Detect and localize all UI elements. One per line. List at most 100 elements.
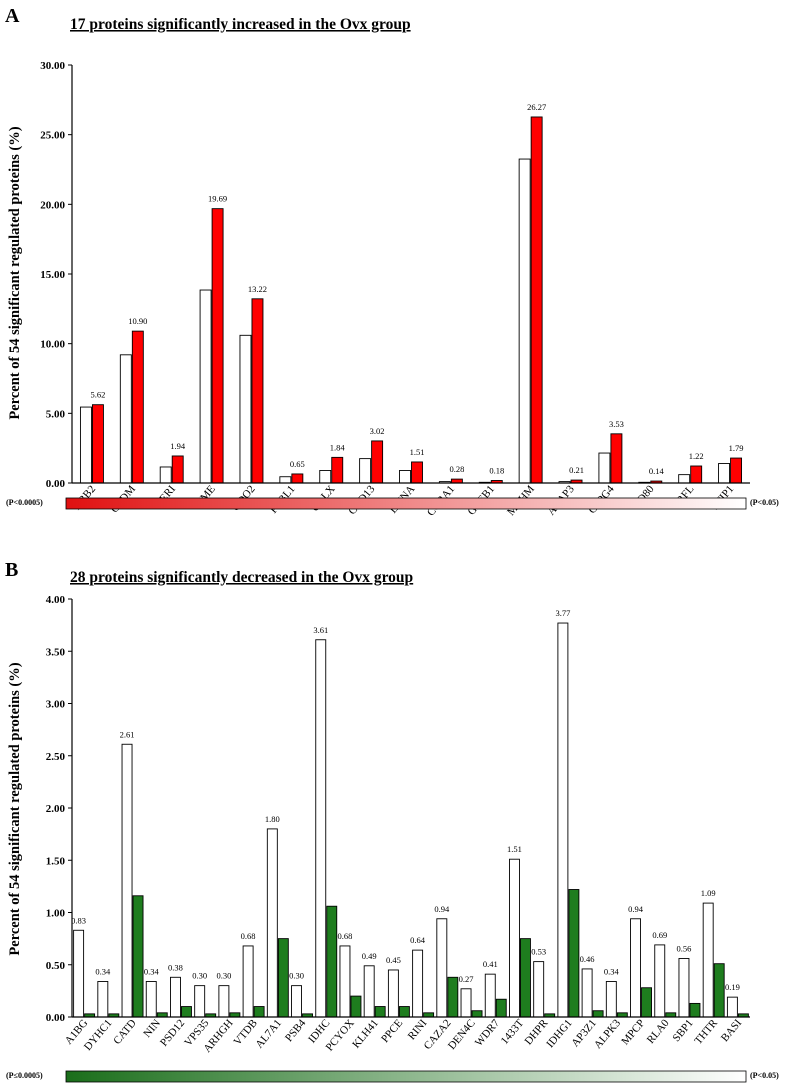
panel-letter-a: A (5, 5, 20, 27)
chart-a-bar-control (678, 474, 691, 484)
chart-a-ytick-label: 30.00 (40, 60, 65, 72)
chart-b-ytick-label: 3.00 (46, 699, 66, 711)
chart-a-data-label: 3.53 (609, 419, 624, 429)
chart-b-bar-control (460, 988, 472, 1018)
chart-b-data-label: 0.19 (725, 982, 740, 992)
chart-a-data-label: 0.21 (569, 465, 584, 475)
chart-b-bar-control (266, 828, 278, 1018)
chart-a-data-label: 1.79 (729, 443, 744, 453)
chart-b-xtick-label: 1433T (499, 1017, 527, 1047)
chart-a-bar-control (399, 470, 411, 484)
chart-b-data-label: 0.94 (628, 904, 644, 914)
chart-a-bar-ovx (291, 473, 304, 484)
chart-b-data-label: 0.83 (71, 915, 86, 925)
chart-b-data-label: 0.30 (192, 971, 207, 981)
chart-a-bar-control (159, 466, 172, 484)
chart-a-ytick-label: 0.00 (46, 478, 66, 490)
chart-b-bar-ovx (132, 895, 144, 1018)
chart-b-bar-control (242, 945, 254, 1018)
chart-b-bar-control (436, 918, 448, 1018)
chart-a-bar-control (319, 470, 332, 484)
chart-b-bar-ovx (326, 905, 338, 1018)
chart-b-bar-ovx (181, 1006, 192, 1018)
chart-b-data-label: 0.53 (531, 947, 546, 957)
chart-b-data-label: 0.94 (434, 904, 450, 914)
chart-b-data-label: 0.34 (604, 966, 620, 976)
chart-b-bar-ovx (398, 1006, 410, 1018)
panel-letter-b: B (5, 559, 18, 581)
chart-b-bar-ovx (713, 963, 725, 1018)
chart-b-bar-control (509, 858, 520, 1018)
gradient-b-bar (65, 1070, 747, 1083)
chart-b-xtick-label: THTR (692, 1017, 720, 1047)
chart-a-data-label: 0.14 (649, 466, 665, 476)
chart-b-data-label: 1.80 (265, 814, 280, 824)
chart-b-xtick-label: NIN (141, 1017, 163, 1040)
chart-a-bar-ovx (730, 457, 743, 484)
chart-a-bar-control (598, 452, 611, 484)
chart-a-data-label: 3.02 (370, 426, 385, 436)
chart-b-xtick-label: MPCP (619, 1017, 647, 1047)
gradient-b-right-label: (P<0.05) (750, 1071, 779, 1080)
chart-a-data-label: 1.84 (330, 442, 346, 452)
chart-b-xtick-label: CATD (111, 1017, 139, 1047)
chart-a-bar-control (279, 476, 292, 484)
chart-b-data-label: 0.68 (241, 931, 256, 941)
chart-b-data-label: 1.09 (701, 888, 716, 898)
chart-a-bar-control (359, 458, 372, 484)
chart-b-ytick-label: 1.00 (46, 908, 66, 920)
chart-b-bar-control (581, 968, 593, 1018)
chart-b-bar-control (145, 981, 157, 1018)
chart-b-bar-control (170, 976, 181, 1018)
chart-b-bar-control (605, 981, 617, 1018)
chart-a-ytick-label: 10.00 (40, 339, 65, 351)
chart-b-xtick-label: PSD12 (158, 1017, 187, 1049)
chart-b-data-label: 0.56 (677, 943, 692, 953)
chart-a-bar-ovx (690, 465, 703, 484)
chart-a-data-label: 26.27 (527, 102, 546, 112)
chart-a-bar-ovx (131, 330, 144, 484)
gradient-a-left-label: (P<0.0005) (6, 498, 43, 507)
chart-b-data-label: 0.27 (459, 974, 474, 984)
chart-b-xtick-label: IDHG1 (544, 1017, 574, 1050)
chart-b-data-label: 3.77 (555, 608, 570, 618)
chart-b-xtick-label: KLH41 (350, 1017, 381, 1050)
chart-a-ytick-label: 25.00 (40, 130, 65, 142)
chart-b-data-label: 0.41 (483, 959, 498, 969)
chart-b-xtick-label: RLA0 (645, 1017, 672, 1046)
chart-b-xtick-label: AL7A1 (253, 1017, 284, 1050)
chart-b-data-label: 0.45 (386, 955, 401, 965)
chart-a-data-label: 19.69 (208, 194, 227, 204)
chart-b-ytick-label: 2.00 (46, 803, 66, 815)
chart-a-bar-ovx (530, 116, 543, 484)
chart-b-bar-ovx (374, 1006, 386, 1018)
chart-b-bar-control (654, 944, 666, 1018)
chart-b-bar-control (73, 929, 85, 1018)
chart-a-data-label: 1.22 (689, 451, 704, 461)
chart-a-data-label: 1.51 (410, 447, 425, 457)
chart-b-bar-ovx (495, 998, 507, 1018)
chart-a-data-label: 0.18 (489, 465, 504, 475)
chart-b-bar-control (557, 622, 569, 1018)
chart-b-bar-ovx (592, 1010, 604, 1018)
chart-b-xtick-label: PSB4 (283, 1017, 309, 1044)
chart-a-bar-ovx (171, 455, 184, 484)
chart-b-xtick-label: PPCE (379, 1017, 405, 1045)
chart-b-bar-ovx (229, 1012, 241, 1018)
chart-b-data-label: 1.51 (507, 844, 522, 854)
chart-a-bar-ovx (610, 433, 623, 484)
chart-a-data-label: 0.28 (449, 464, 464, 474)
chart-b-bar-control (291, 985, 302, 1018)
chart-b-bar-control (726, 996, 738, 1018)
chart-b-bar-control (412, 949, 424, 1018)
chart-a-ytick-label: 5.00 (46, 408, 66, 420)
chart-b-data-label: 0.49 (362, 951, 377, 961)
chart-b-title: 28 proteins significantly decreased in t… (70, 569, 413, 586)
chart-b-data-label: 0.34 (144, 966, 160, 976)
chart-a-ytick-label: 20.00 (40, 199, 65, 211)
chart-b-ytick-label: 1.50 (46, 855, 66, 867)
chart-b-ytick-label: 0.00 (46, 1012, 66, 1024)
chart-a-ytick-label: 15.00 (40, 269, 65, 281)
gradient-b-left-label: (P≤0.0005) (6, 1071, 43, 1080)
